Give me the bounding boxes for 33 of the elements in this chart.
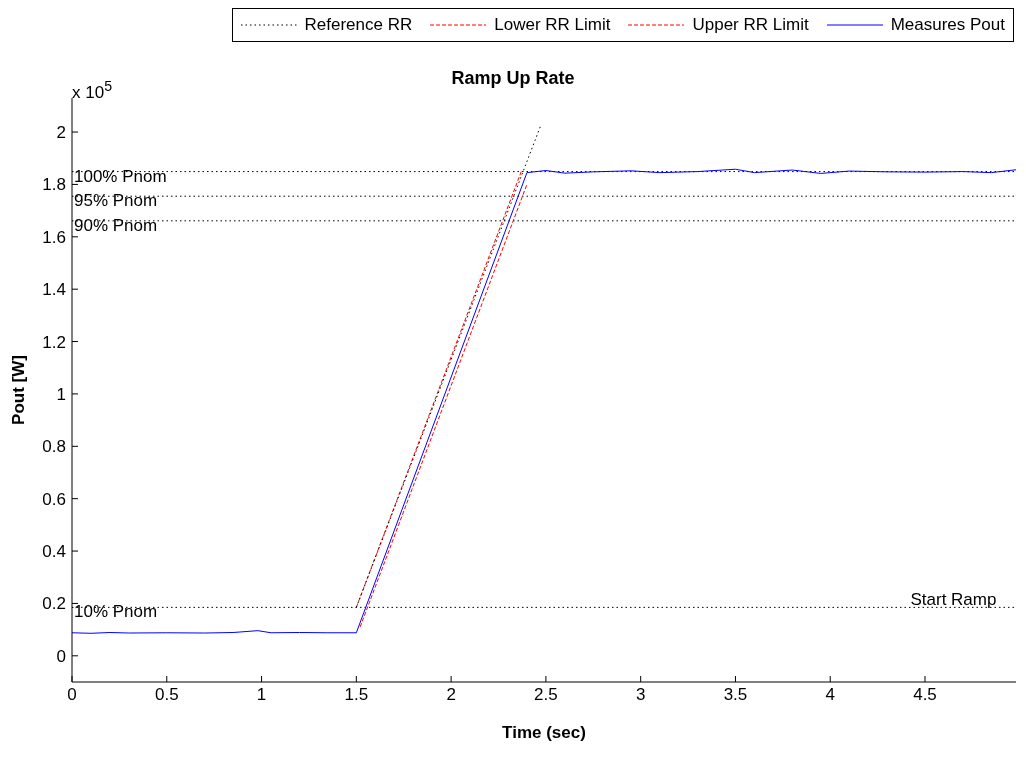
ref-line-label: 100% Pnom xyxy=(74,166,167,186)
x-tick-label: 0.5 xyxy=(154,685,179,705)
annotation: x 10$^{5}$ xyxy=(72,78,113,103)
y-tick-label: 1.2 xyxy=(42,332,66,352)
x-tick-label: 3 xyxy=(635,685,646,705)
y-tick-label: 1.4 xyxy=(42,280,66,300)
y-tick-label: 0.4 xyxy=(42,542,66,562)
ref-line-label: 10% Pnom xyxy=(74,602,158,622)
x-tick-label: 4 xyxy=(825,685,835,705)
y-tick-label: 2 xyxy=(56,123,66,143)
chart-title: Ramp Up Rate xyxy=(451,68,575,88)
y-tick-label: 1 xyxy=(56,384,66,404)
x-axis-title: Time (sec) xyxy=(502,723,586,742)
legend-label: Upper RR Limit xyxy=(692,15,809,35)
x-tick-label: 3.5 xyxy=(723,685,748,705)
x-tick-label: 2 xyxy=(446,685,456,705)
annotation: Start Ramp xyxy=(910,590,997,610)
ref-line-label: 95% Pnom xyxy=(74,191,158,211)
x-tick-label: 1 xyxy=(256,685,267,705)
y-tick-label: 0.8 xyxy=(42,437,66,457)
y-tick-label: 0 xyxy=(56,646,66,666)
x-tick-label: 2.5 xyxy=(534,685,558,705)
legend-label: Reference RR xyxy=(304,15,413,35)
legend-label: Lower RR Limit xyxy=(494,15,611,35)
ref-line-label: 90% Pnom xyxy=(74,215,158,235)
y-tick-label: 0.2 xyxy=(42,594,66,614)
y-axis-title: Pout [W] xyxy=(9,355,29,425)
y-tick-label: 0.6 xyxy=(42,489,66,509)
legend-label: Measures Pout xyxy=(890,15,1005,35)
y-tick-label: 1.6 xyxy=(42,227,66,247)
x-tick-label: 1.5 xyxy=(344,685,369,705)
x-tick-label: 4.5 xyxy=(913,685,937,705)
y-tick-label: 1.8 xyxy=(42,175,66,195)
